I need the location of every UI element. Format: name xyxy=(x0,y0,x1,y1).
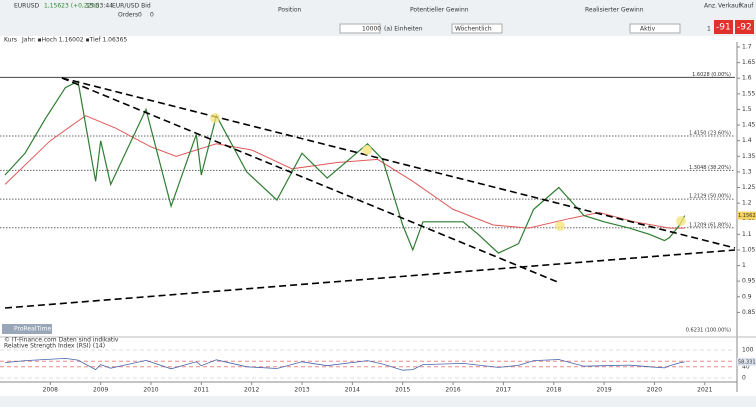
y-tick-label: 1.55 xyxy=(742,90,756,97)
x-tick-label: 2020 xyxy=(647,387,662,394)
rsi-last-box xyxy=(737,357,756,366)
source: © IT-Finance.com Daten sind indikativ xyxy=(4,337,119,344)
rsi-last: 58,331 xyxy=(738,359,756,365)
y-tick-label: 1 xyxy=(742,262,746,269)
y-tick-label: 1.2 xyxy=(742,200,752,207)
fib-label: 1.1209 (61.80%) xyxy=(689,222,731,228)
time: 15:53:44 xyxy=(86,3,113,10)
sell: -91 xyxy=(716,23,731,33)
orders: 0 xyxy=(150,12,154,19)
highlight xyxy=(210,113,220,123)
watermark: ProRealTime xyxy=(14,326,51,333)
legend: Kurs xyxy=(4,37,17,44)
y-tick-label: 1.5 xyxy=(742,106,752,113)
sell-label: Verkauf xyxy=(718,3,742,10)
info: Jahr: ▪Hoch 1.16002 ▪Tief 1.06365 xyxy=(21,37,127,44)
highlights xyxy=(210,113,686,231)
y-tick-label: 1.25 xyxy=(742,184,756,191)
rsi-tick-label: 0 xyxy=(742,375,746,382)
x-tick-label: 2018 xyxy=(546,387,561,394)
fib-label: 1.6028 (0.00%) xyxy=(692,72,731,78)
quote: 1,15623 (+0,22%) xyxy=(44,3,100,10)
y-tick-label: 0.95 xyxy=(742,278,756,285)
period: Wöchentlich xyxy=(455,26,492,33)
unit[interactable]: (a) Einheiten xyxy=(384,26,423,33)
y-tick-label: 1.4 xyxy=(742,137,752,144)
qty-label: Anz. xyxy=(704,3,717,10)
instrument: EUR/USD Bid xyxy=(112,3,151,10)
watermark-box xyxy=(2,324,52,334)
position-label: Position xyxy=(278,7,302,14)
realized-label: Realisierter Gewinn xyxy=(585,7,644,14)
buy-button[interactable] xyxy=(735,20,754,34)
x-tick-label: 2011 xyxy=(194,387,209,394)
y-tick-label: 1.6 xyxy=(742,75,752,82)
sell-button[interactable] xyxy=(714,20,733,34)
y-tick-label: 1.1 xyxy=(742,231,752,238)
rsi-tick-label: 40 xyxy=(742,363,750,370)
plot: 0.850.90.9511.051.11.151.21.251.31.351.4… xyxy=(0,42,756,394)
y-tick-label: 0.85 xyxy=(742,309,756,316)
mode-select[interactable] xyxy=(629,23,681,34)
highlight xyxy=(362,145,372,155)
x-tick-label: 2021 xyxy=(697,387,712,394)
moving-average xyxy=(4,115,685,229)
last-price-box xyxy=(737,211,756,220)
x-tick-label: 2017 xyxy=(496,387,511,394)
x-tick-label: 2013 xyxy=(294,387,309,394)
mode: Aktiv xyxy=(640,26,656,33)
x-tick-label: 2016 xyxy=(445,387,460,394)
x-tick-label: 2014 xyxy=(345,387,360,394)
trend-line xyxy=(61,77,561,284)
buy-label: Kauf xyxy=(740,3,754,10)
x-tick-label: 2012 xyxy=(244,387,259,394)
orders: 0 xyxy=(138,12,142,19)
y-tick-label: 1.05 xyxy=(742,246,756,253)
status-bar xyxy=(0,396,756,407)
trend-line xyxy=(61,77,736,249)
x-tick-label: 2019 xyxy=(596,387,611,394)
x-tick-label: 2008 xyxy=(43,387,58,394)
y-tick-label: 1.65 xyxy=(742,59,756,66)
y-tick-label: 1.7 xyxy=(742,44,752,51)
qty: 1 xyxy=(707,26,711,33)
fib-label: 0.6231 (100.00%) xyxy=(686,328,731,334)
period-select[interactable] xyxy=(451,23,503,34)
quantity: 10000 xyxy=(362,26,381,33)
y-tick-label: 1.35 xyxy=(742,153,756,160)
buy: -92 xyxy=(737,23,752,33)
y-tick-label: 0.9 xyxy=(742,293,752,300)
x-tick-label: 2009 xyxy=(93,387,108,394)
trend-lines xyxy=(4,77,736,309)
last-price: 1.15623 xyxy=(738,213,756,219)
potential-label: Potentieller Gewinn xyxy=(410,7,469,14)
rsi-title: Relative Strength Index (RSI) (14) xyxy=(4,343,105,350)
fib-label: 1.4150 (23.60%) xyxy=(689,130,731,136)
x-tick-label: 2015 xyxy=(395,387,410,394)
orders-label: Orders xyxy=(118,12,138,19)
y-tick-label: 1.3 xyxy=(742,168,752,175)
rsi-line xyxy=(4,357,685,371)
highlight xyxy=(676,216,686,226)
x-tick-label: 2010 xyxy=(143,387,158,394)
rsi-tick-label: 100 xyxy=(742,347,754,354)
y-tick-label: 1.45 xyxy=(742,122,756,129)
trend-line xyxy=(4,249,736,309)
fib-label: 1.3048 (38.20%) xyxy=(689,165,731,171)
symbol[interactable]: EURUSD xyxy=(14,3,40,10)
fib-label: 1.2129 (50.00%) xyxy=(689,194,731,200)
highlight xyxy=(555,221,565,231)
quantity-input[interactable] xyxy=(339,23,381,34)
price-line xyxy=(4,80,686,254)
